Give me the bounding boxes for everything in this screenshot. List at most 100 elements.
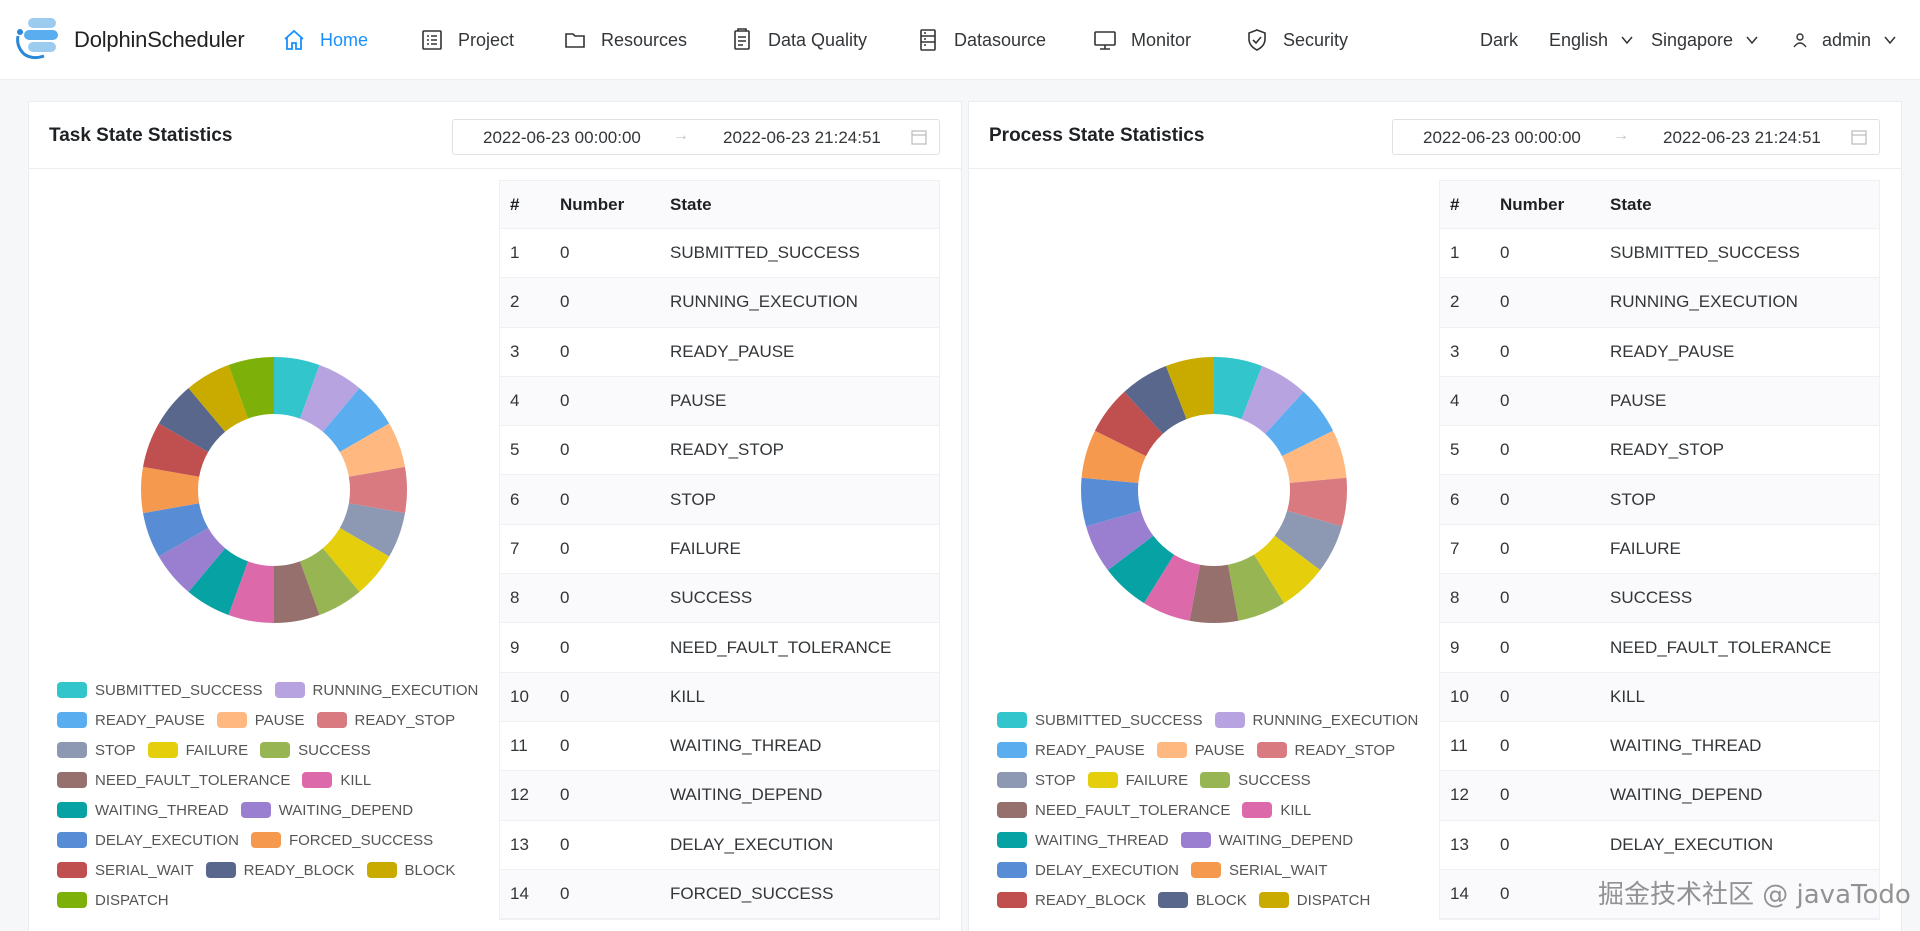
legend-item[interactable]: FAILURE <box>1087 772 1188 789</box>
donut-slice[interactable] <box>188 365 249 432</box>
legend-item[interactable]: WAITING_DEPEND <box>1180 832 1353 849</box>
legend-item[interactable]: READY_PAUSE <box>57 712 205 729</box>
legend-item[interactable]: SERIAL_WAIT <box>1190 862 1328 879</box>
donut-slice[interactable] <box>1081 477 1141 527</box>
donut-slice[interactable] <box>274 561 320 623</box>
range-start[interactable]: 2022-06-23 00:00:00 <box>483 128 641 147</box>
legend-item[interactable]: FAILURE <box>147 742 248 759</box>
legend-item[interactable]: READY_BLOCK <box>997 892 1146 909</box>
donut-slice[interactable] <box>1124 365 1187 434</box>
legend-item[interactable]: NEED_FAULT_TOLERANCE <box>997 802 1230 819</box>
date-range-picker[interactable]: 2022-06-23 00:00:00 → 2022-06-23 21:24:5… <box>1392 119 1880 155</box>
donut-slice[interactable] <box>228 357 274 419</box>
range-end[interactable]: 2022-06-23 21:24:51 <box>1663 128 1821 147</box>
nav-home[interactable]: Home <box>282 26 368 54</box>
legend-item[interactable]: READY_STOP <box>316 712 455 729</box>
donut-slice[interactable] <box>228 561 274 623</box>
donut-slice[interactable] <box>299 548 360 615</box>
calendar-icon[interactable] <box>1851 129 1867 145</box>
legend-item[interactable]: PAUSE <box>216 712 305 729</box>
donut-slice[interactable] <box>348 466 407 514</box>
donut-slice[interactable] <box>188 548 249 615</box>
table-row: 4 0 PAUSE <box>1440 376 1879 427</box>
donut-slice[interactable] <box>1086 510 1154 571</box>
nav-data-quality[interactable]: Data Quality <box>730 26 867 54</box>
table-cell: 5 <box>510 440 520 460</box>
donut-slice[interactable] <box>1287 477 1347 527</box>
range-end[interactable]: 2022-06-23 21:24:51 <box>723 128 881 147</box>
legend-item[interactable]: KILL <box>302 772 371 789</box>
language-dropdown[interactable]: English <box>1549 26 1634 54</box>
legend-item[interactable]: SUBMITTED_SUCCESS <box>57 682 263 699</box>
legend-item[interactable]: RUNNING_EXECUTION <box>274 682 478 699</box>
table-row: 11 0 WAITING_THREAD <box>500 722 939 772</box>
legend-item[interactable]: BLOCK <box>1157 892 1247 909</box>
legend-item[interactable]: SERIAL_WAIT <box>57 862 194 879</box>
legend-item[interactable]: DELAY_EXECUTION <box>997 862 1179 879</box>
legend-item[interactable]: STOP <box>57 742 136 759</box>
donut-slice[interactable] <box>322 528 390 592</box>
nav-project[interactable]: Project <box>420 26 514 54</box>
date-range-picker[interactable]: 2022-06-23 00:00:00 → 2022-06-23 21:24:5… <box>452 119 940 155</box>
donut-slice[interactable] <box>274 357 320 419</box>
donut-slice[interactable] <box>1274 510 1342 571</box>
nav-monitor[interactable]: Monitor <box>1093 26 1191 54</box>
table-row: 3 0 READY_PAUSE <box>500 328 939 377</box>
legend-item[interactable]: BLOCK <box>366 861 456 879</box>
legend-item[interactable]: SUCCESS <box>260 742 371 759</box>
legend-item[interactable]: READY_STOP <box>1256 742 1395 759</box>
legend-item[interactable]: WAITING_THREAD <box>997 832 1169 849</box>
legend-item[interactable]: SUBMITTED_SUCCESS <box>997 712 1203 729</box>
legend-item[interactable]: SUCCESS <box>1200 772 1311 789</box>
legend-item[interactable]: WAITING_DEPEND <box>240 802 413 819</box>
donut-slice[interactable] <box>1241 365 1304 434</box>
legend-item[interactable]: KILL <box>1242 802 1311 819</box>
table-cell: 0 <box>1500 686 1510 706</box>
donut-slice[interactable] <box>1107 535 1174 604</box>
donut-slice[interactable] <box>1189 564 1239 623</box>
donut-slice[interactable] <box>141 466 200 514</box>
legend-label: BLOCK <box>404 861 456 879</box>
donut-slice[interactable] <box>1265 391 1334 457</box>
logo[interactable]: DolphinScheduler <box>14 16 245 64</box>
donut-slice[interactable] <box>299 365 360 432</box>
range-start[interactable]: 2022-06-23 00:00:00 <box>1423 128 1581 147</box>
donut-slice[interactable] <box>1143 554 1201 621</box>
user-dropdown[interactable]: admin <box>1792 26 1897 54</box>
legend-item[interactable]: PAUSE <box>1156 742 1245 759</box>
legend-label: DISPATCH <box>95 891 169 909</box>
legend-item[interactable]: DISPATCH <box>57 892 169 909</box>
legend-item[interactable]: WAITING_THREAD <box>57 802 229 819</box>
legend-item[interactable]: DISPATCH <box>1258 892 1370 909</box>
legend-item[interactable]: READY_BLOCK <box>205 862 355 879</box>
donut-slice[interactable] <box>1282 430 1347 483</box>
donut-slice[interactable] <box>158 528 226 592</box>
nav-security[interactable]: Security <box>1245 26 1348 54</box>
donut-slice[interactable] <box>339 503 405 557</box>
legend-item[interactable]: RUNNING_EXECUTION <box>1214 712 1418 729</box>
donut-slice[interactable] <box>1094 391 1163 457</box>
donut-slice[interactable] <box>1254 535 1321 604</box>
donut-slice[interactable] <box>322 388 390 452</box>
donut-slice[interactable] <box>1081 430 1146 483</box>
card-title: Process State Statistics <box>989 125 1205 146</box>
legend-item[interactable]: READY_PAUSE <box>997 742 1145 759</box>
donut-slice[interactable] <box>339 423 405 477</box>
donut-slice[interactable] <box>158 388 226 452</box>
legend-item[interactable]: STOP <box>997 772 1076 789</box>
donut-slice[interactable] <box>143 503 209 557</box>
timezone-dropdown[interactable]: Singapore <box>1651 26 1759 54</box>
nav-resources[interactable]: Resources <box>563 26 687 54</box>
donut-slice[interactable] <box>1165 357 1214 420</box>
legend-item[interactable]: FORCED_SUCCESS <box>250 831 434 849</box>
legend-item[interactable]: DELAY_EXECUTION <box>57 832 239 849</box>
theme-toggle[interactable]: Dark <box>1480 26 1518 54</box>
legend-item[interactable]: NEED_FAULT_TOLERANCE <box>57 772 290 789</box>
legend-label: FORCED_SUCCESS <box>288 831 434 849</box>
calendar-icon[interactable] <box>911 129 927 145</box>
nav-datasource[interactable]: Datasource <box>916 26 1046 54</box>
donut-slice[interactable] <box>1214 357 1263 420</box>
donut-slice[interactable] <box>143 423 209 477</box>
task-state-card: Task State Statistics 2022-06-23 00:00:0… <box>28 101 962 931</box>
donut-slice[interactable] <box>1227 554 1285 621</box>
